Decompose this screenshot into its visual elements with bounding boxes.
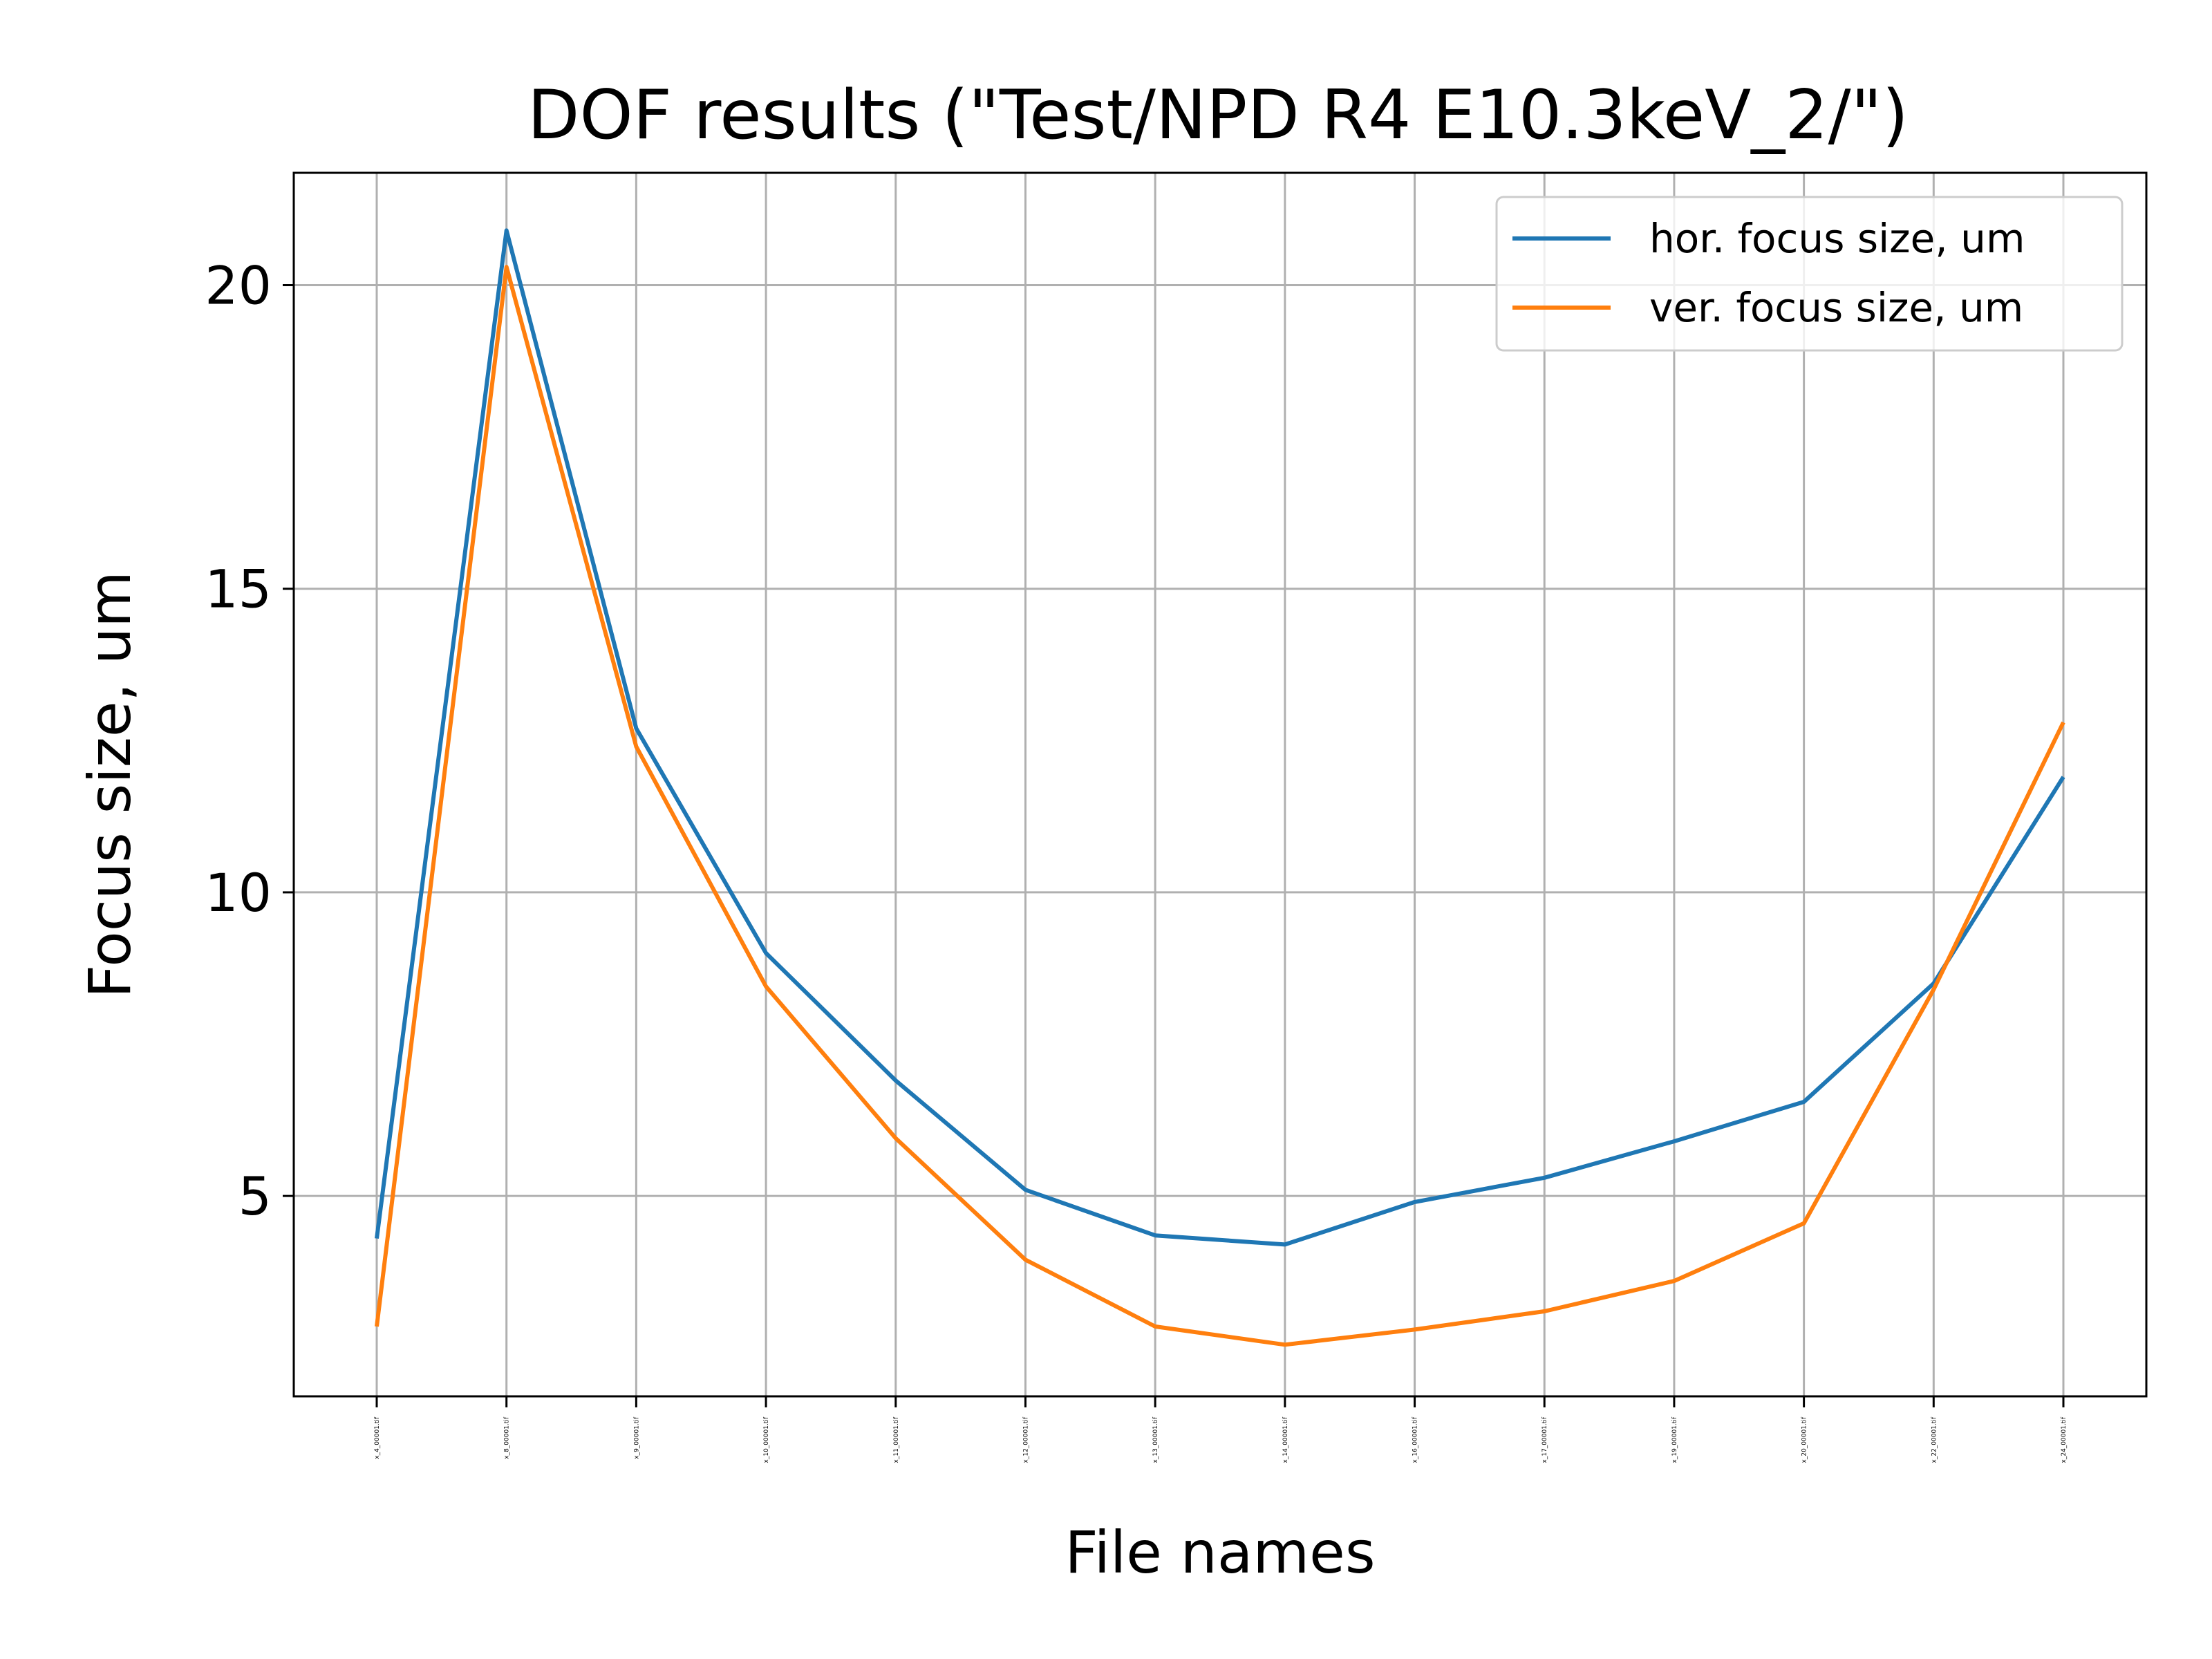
chart-title: DOF results ("Test/NPD R4 E10.3keV_2/")	[527, 76, 1909, 155]
legend-box	[1495, 196, 2124, 352]
x-tick-label: x_19_00001.tif	[1671, 1416, 1678, 1463]
x-tick-label: x_10_00001.tif	[763, 1416, 770, 1463]
x-tick-label: x_9_00001.tif	[633, 1416, 640, 1459]
y-axis: 5 10 15 20	[205, 255, 294, 1227]
x-tick-label: x_13_00001.tif	[1152, 1416, 1159, 1463]
series-line-hor	[375, 228, 2065, 1247]
x-tick-label: x_12_00001.tif	[1022, 1416, 1029, 1463]
grid-layer	[294, 173, 2146, 1396]
y-tick-label: 20	[205, 255, 272, 317]
x-tick-label: x_8_00001.tif	[504, 1416, 511, 1459]
x-tick-label: x_4_00001.tif	[374, 1416, 381, 1459]
series-layer	[375, 228, 2065, 1347]
x-tick-label: x_17_00001.tif	[1541, 1416, 1548, 1463]
x-tick-label: x_16_00001.tif	[1412, 1416, 1419, 1463]
legend-label-ver: ver. focus size, um	[1649, 284, 2023, 331]
y-axis-label: Focus size, um	[76, 571, 144, 998]
x-axis-label: File names	[1065, 1519, 1375, 1586]
y-tick-label: 10	[205, 862, 272, 924]
x-tick-label: x_20_00001.tif	[1801, 1416, 1808, 1463]
plot-frame	[292, 171, 2148, 1398]
x-tick-label: x_14_00001.tif	[1282, 1416, 1289, 1463]
y-tick-label: 15	[205, 559, 272, 620]
y-tick-label: 5	[238, 1165, 272, 1227]
legend: hor. focus size, um ver. focus size, um	[1495, 196, 2124, 352]
x-tick-label: x_24_00001.tif	[2061, 1416, 2068, 1463]
x-tick-label: x_11_00001.tif	[893, 1416, 900, 1463]
legend-label-hor: hor. focus size, um	[1649, 215, 2025, 262]
series-line-ver	[375, 265, 2065, 1347]
x-axis: x_4_00001.tif x_8_00001.tif x_9_00001.tif x…	[374, 1396, 2068, 1463]
x-tick-label: x_22_00001.tif	[1931, 1416, 1938, 1463]
